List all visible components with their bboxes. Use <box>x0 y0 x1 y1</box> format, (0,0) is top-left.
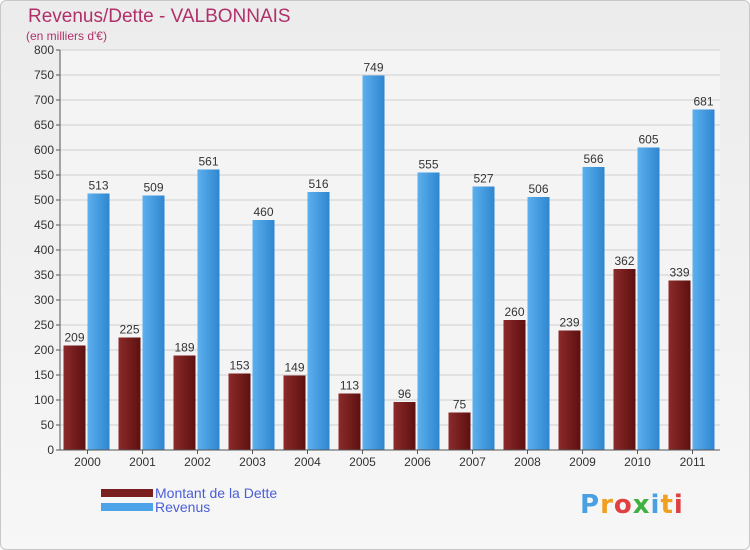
bar-dette-2009 <box>558 330 581 450</box>
y-tick-label: 450 <box>34 218 54 232</box>
data-label-revenus-2002: 561 <box>198 155 218 169</box>
legend-swatch-dette <box>101 489 153 497</box>
bar-dette-2002 <box>173 355 196 450</box>
x-tick-label-2010: 2010 <box>624 455 651 469</box>
y-tick-label: 650 <box>34 118 54 132</box>
x-tick-label-2004: 2004 <box>294 455 321 469</box>
logo-letter: x <box>632 490 651 520</box>
bar-revenus-2000 <box>87 193 110 450</box>
chart-subtitle: (en milliers d'€) <box>26 29 107 43</box>
chart-title: Revenus/Dette - VALBONNAIS <box>28 6 291 27</box>
data-label-dette-2004: 149 <box>284 361 304 375</box>
data-label-dette-2011: 339 <box>669 266 689 280</box>
x-tick-label-2009: 2009 <box>569 455 596 469</box>
logo-letter: i <box>650 490 661 520</box>
bar-revenus-2009 <box>582 167 605 450</box>
bar-revenus-2004 <box>307 192 330 450</box>
legend-label-revenus: Revenus <box>155 499 211 515</box>
logo-letter: t <box>660 490 674 520</box>
bar-dette-2001 <box>118 337 141 450</box>
y-tick-label: 50 <box>41 418 55 432</box>
data-label-revenus-2011: 681 <box>693 95 713 109</box>
bar-revenus-2003 <box>252 220 275 450</box>
data-label-dette-2002: 189 <box>174 341 194 355</box>
x-tick-label-2000: 2000 <box>74 455 101 469</box>
logo-letter: P <box>580 490 601 520</box>
y-tick-label: 250 <box>34 318 54 332</box>
bar-revenus-2008 <box>527 197 550 450</box>
y-tick-label: 700 <box>34 93 54 107</box>
data-label-revenus-2004: 516 <box>308 177 328 191</box>
bar-dette-2010 <box>613 269 636 450</box>
data-label-revenus-2001: 509 <box>143 181 163 195</box>
bar-revenus-2005 <box>362 75 385 450</box>
bar-dette-2006 <box>393 402 416 450</box>
bar-dette-2000 <box>63 345 86 450</box>
y-tick-label: 300 <box>34 293 54 307</box>
data-label-revenus-2005: 749 <box>363 61 383 75</box>
data-label-revenus-2008: 506 <box>528 182 548 196</box>
x-tick-label-2008: 2008 <box>514 455 541 469</box>
data-label-dette-2005: 113 <box>340 379 359 393</box>
bar-dette-2004 <box>283 375 306 450</box>
y-tick-label: 600 <box>34 143 54 157</box>
bar-dette-2007 <box>448 412 471 450</box>
y-tick-label: 800 <box>34 43 54 57</box>
y-tick-label: 550 <box>34 168 54 182</box>
x-tick-label-2001: 2001 <box>129 455 156 469</box>
y-tick-label: 150 <box>34 368 54 382</box>
data-label-revenus-2003: 460 <box>253 205 273 219</box>
bar-revenus-2011 <box>692 109 715 450</box>
legend-label-dette: Montant de la Dette <box>155 485 278 501</box>
data-label-dette-2008: 260 <box>504 305 524 319</box>
y-tick-label: 200 <box>34 343 54 357</box>
bar-revenus-2001 <box>142 195 165 450</box>
data-label-revenus-2000: 513 <box>88 179 108 193</box>
proxiti-logo: Proxiti <box>580 490 684 520</box>
y-tick-label: 100 <box>34 393 54 407</box>
data-label-dette-2001: 225 <box>119 323 139 337</box>
y-tick-label: 500 <box>34 193 54 207</box>
bar-dette-2008 <box>503 320 526 450</box>
logo-letter: r <box>600 490 614 520</box>
y-tick-label: 400 <box>34 243 54 257</box>
x-tick-label-2003: 2003 <box>239 455 266 469</box>
logo-letter: o <box>613 490 633 520</box>
bar-revenus-2007 <box>472 186 495 450</box>
data-label-dette-2003: 153 <box>229 359 249 373</box>
data-label-revenus-2006: 555 <box>418 158 438 172</box>
logo-letter: i <box>673 490 684 520</box>
x-tick-label-2007: 2007 <box>459 455 486 469</box>
x-tick-label-2002: 2002 <box>184 455 211 469</box>
legend-swatch-revenus <box>101 503 153 511</box>
bar-dette-2011 <box>668 280 691 450</box>
data-label-dette-2010: 362 <box>614 254 634 268</box>
y-tick-label: 0 <box>47 443 54 457</box>
bar-dette-2005 <box>338 393 361 450</box>
data-label-revenus-2009: 566 <box>583 152 603 166</box>
data-label-dette-2006: 96 <box>398 387 412 401</box>
data-label-revenus-2007: 527 <box>473 172 493 186</box>
data-label-revenus-2010: 605 <box>638 133 658 147</box>
x-tick-label-2011: 2011 <box>680 455 706 469</box>
y-tick-label: 750 <box>34 68 54 82</box>
data-label-dette-2000: 209 <box>64 331 84 345</box>
x-tick-label-2005: 2005 <box>349 455 376 469</box>
x-tick-label-2006: 2006 <box>404 455 431 469</box>
bar-revenus-2002 <box>197 169 220 450</box>
bar-revenus-2010 <box>637 147 660 450</box>
bar-revenus-2006 <box>417 172 440 450</box>
data-label-dette-2007: 75 <box>453 398 467 412</box>
data-label-dette-2009: 239 <box>559 316 579 330</box>
y-tick-label: 350 <box>34 268 54 282</box>
bar-dette-2003 <box>228 373 251 450</box>
